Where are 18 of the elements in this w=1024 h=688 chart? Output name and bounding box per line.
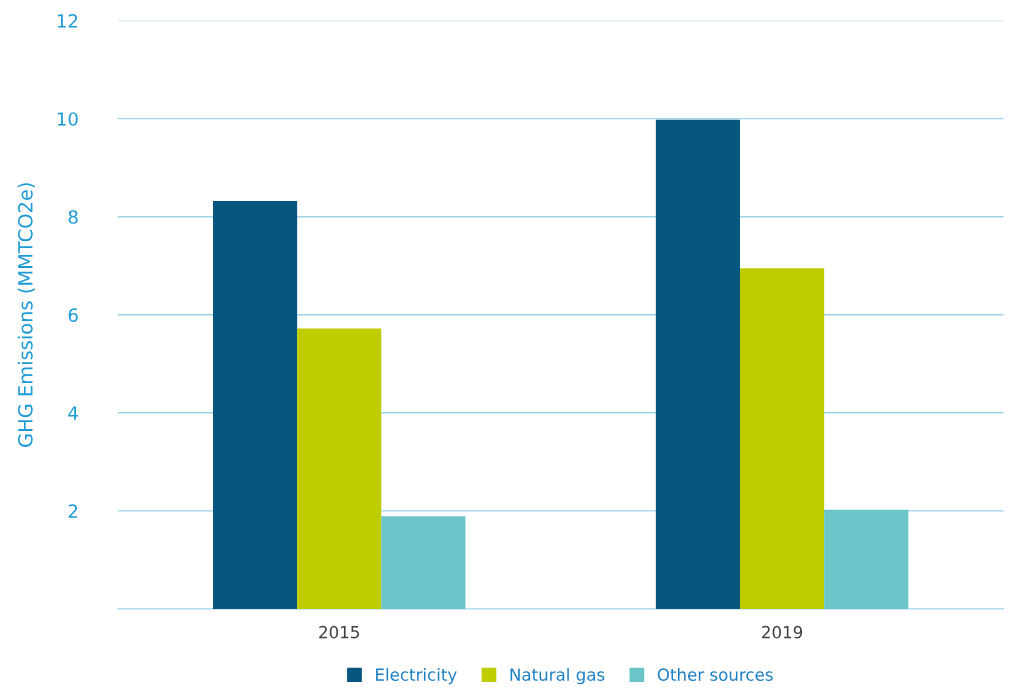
legend-label: Electricity: [376, 668, 457, 685]
y-tick-label: 8: [68, 210, 78, 224]
bar: [381, 516, 466, 609]
legend-label: Other sources: [657, 668, 773, 681]
y-tick-label: 4: [68, 406, 78, 420]
y-tick-label: 10: [57, 112, 78, 126]
bar: [824, 509, 909, 609]
y-tick-label: 12: [57, 14, 78, 28]
bar: [740, 268, 825, 609]
x-tick-label: 2015: [319, 625, 359, 639]
bar: [297, 328, 382, 609]
y-tick-label: 6: [68, 308, 78, 322]
bar: [212, 201, 298, 609]
y-tick-label: 2: [68, 504, 78, 518]
bar: [655, 119, 741, 609]
x-tick-label: 2019: [762, 625, 803, 639]
legend-label: Natural gas: [510, 668, 605, 685]
y-axis-title: GHG Emissions (MMTCO2e): [17, 183, 35, 447]
